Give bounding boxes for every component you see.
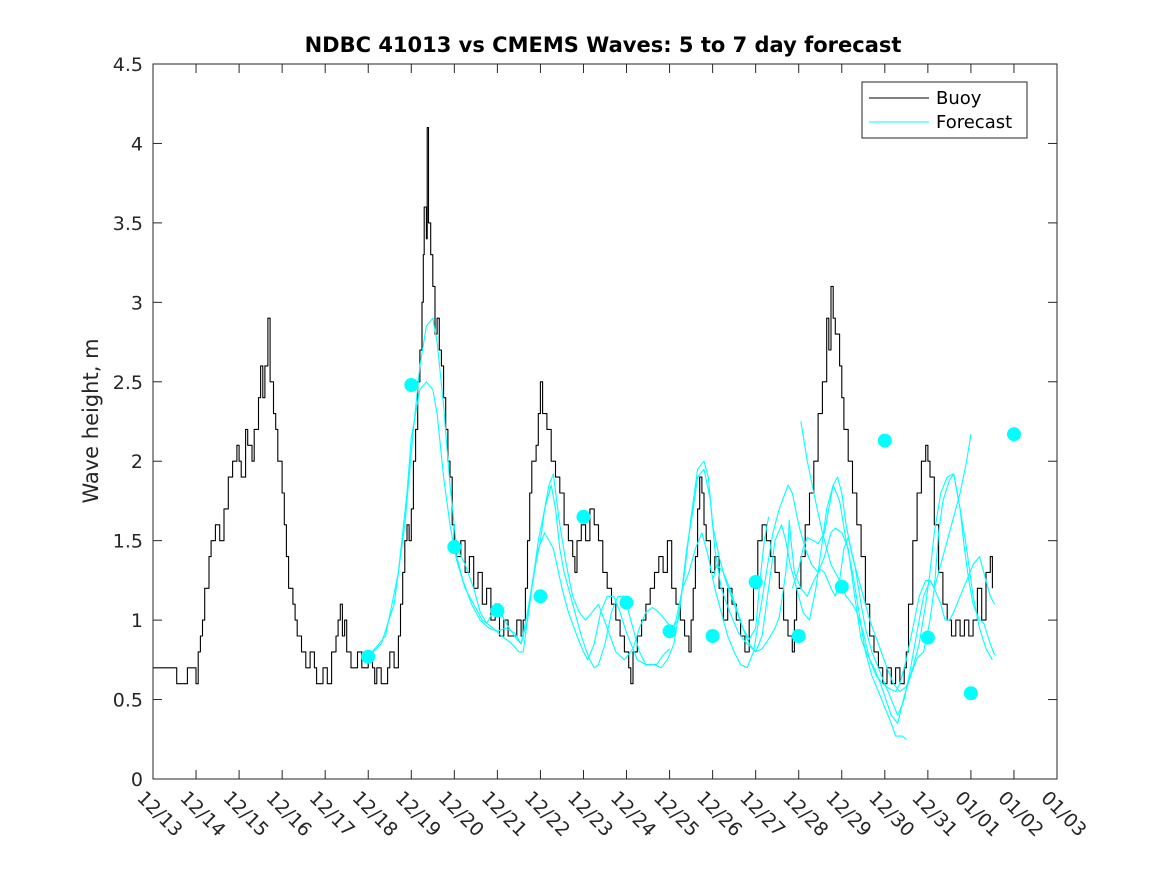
- x-tick-label: 12/19: [391, 787, 445, 841]
- x-tick-label: 12/30: [864, 787, 918, 841]
- x-tick-label: 12/17: [305, 787, 359, 841]
- y-tick-label: 3: [131, 292, 143, 314]
- forecast-marker-11: [834, 579, 849, 594]
- plot-background: [153, 64, 1057, 779]
- forecast-series-line-2: [367, 317, 770, 661]
- x-tick-label: 12/14: [175, 787, 229, 841]
- forecast-marker-15: [1007, 427, 1021, 442]
- plot-area: [153, 64, 1057, 779]
- x-tick-label: 01/03: [1036, 787, 1090, 841]
- forecast-marker-0: [361, 649, 376, 664]
- x-tick-label: 01/01: [950, 787, 1004, 841]
- forecast-marker-9: [748, 575, 763, 589]
- legend-box: [861, 81, 1028, 139]
- y-tick-label: 0.5: [113, 690, 143, 712]
- x-tick-label: 12/27: [735, 787, 789, 841]
- forecast-series-line-4: [669, 473, 993, 724]
- y-tick-label: 0: [131, 769, 143, 791]
- forecast-marker-5: [576, 509, 591, 524]
- forecast-marker-8: [705, 629, 720, 643]
- forecast-marker-3: [490, 603, 505, 618]
- axes-box: [152, 63, 1058, 780]
- forecast-marker-1: [404, 378, 419, 392]
- forecast-series-line-6: [800, 421, 972, 693]
- x-tick-label: 12/20: [434, 787, 488, 841]
- x-tick-label: 12/25: [649, 787, 703, 841]
- x-tick-label: 12/18: [348, 787, 402, 841]
- y-axis-label: Wave height, m: [79, 338, 103, 503]
- axes-layer: [152, 63, 1058, 780]
- y-tick-label: 4: [131, 133, 143, 155]
- forecast-marker-6: [619, 595, 634, 610]
- forecast-series-line-5: [712, 519, 996, 716]
- forecast-marker-13: [920, 630, 935, 645]
- x-tick-label: 12/22: [520, 787, 574, 841]
- y-tick-label: 2: [131, 451, 143, 473]
- x-tick-label: 01/02: [993, 787, 1047, 841]
- x-tick-label: 12/31: [907, 787, 961, 841]
- y-tick-label: 1: [131, 610, 143, 632]
- x-tick-label: 12/16: [262, 787, 316, 841]
- x-tick-label: 12/15: [219, 787, 273, 841]
- forecast-series-line-7: [791, 473, 996, 693]
- y-tick-label: 3.5: [113, 213, 143, 235]
- marker-layer: [361, 378, 1021, 701]
- buoy-series-line: [153, 127, 993, 685]
- forecast-marker-2: [447, 540, 462, 554]
- x-tick-label: 12/26: [692, 787, 746, 841]
- forecast-marker-14: [963, 686, 978, 701]
- y-tick-label: 4.5: [113, 54, 143, 76]
- legend: Buoy Forecast: [861, 81, 1028, 139]
- legend-label-forecast: Forecast: [936, 112, 1012, 133]
- x-tick-label: 12/23: [563, 787, 617, 841]
- forecast-marker-12: [877, 433, 892, 448]
- series-layer: [153, 127, 996, 740]
- legend-label-buoy: Buoy: [936, 88, 982, 109]
- forecast-marker-10: [791, 629, 806, 643]
- x-tick-label: 12/29: [821, 787, 875, 841]
- x-tick-label: 12/13: [132, 787, 186, 841]
- y-tick-label: 2.5: [113, 372, 143, 394]
- x-tick-label: 12/21: [477, 787, 531, 841]
- x-tick-label: 12/24: [606, 787, 660, 841]
- forecast-marker-4: [533, 589, 548, 604]
- chart-title: NDBC 41013 vs CMEMS Waves: 5 to 7 day fo…: [305, 33, 902, 57]
- x-tick-label: 12/28: [778, 787, 832, 841]
- y-tick-label: 1.5: [113, 531, 143, 553]
- forecast-marker-7: [662, 624, 677, 639]
